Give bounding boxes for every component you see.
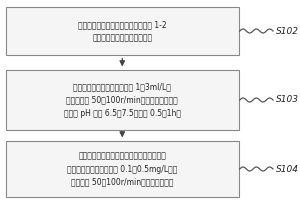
Text: S103: S103: [276, 96, 299, 104]
Text: 在二级水池中放置高效吸油棉，静置 1-2
小时后通过水泵进三级水池；: 在二级水池中放置高效吸油棉，静置 1-2 小时后通过水泵进三级水池；: [78, 20, 166, 42]
Text: 在三级池中加入酸，加入量为 1～3ml/L，
搅拌速度为 50～100r/min，搅拌均匀，调节
溶液的 pH 值为 6.5～7.5，静置 0.5～1h；: 在三级池中加入酸，加入量为 1～3ml/L， 搅拌速度为 50～100r/min…: [64, 82, 181, 118]
Text: S102: S102: [276, 26, 299, 36]
Text: 在经过调制处理后的水中加入主要成分为氯
化钠的混合物，加入量为 0.1～0.5mg/L，搅
拌速度为 50～100r/min，边加边搅拌；: 在经过调制处理后的水中加入主要成分为氯 化钠的混合物，加入量为 0.1～0.5m…: [67, 151, 177, 187]
FancyBboxPatch shape: [6, 70, 238, 130]
Text: S104: S104: [276, 164, 299, 173]
FancyBboxPatch shape: [6, 7, 238, 55]
FancyBboxPatch shape: [6, 141, 238, 197]
